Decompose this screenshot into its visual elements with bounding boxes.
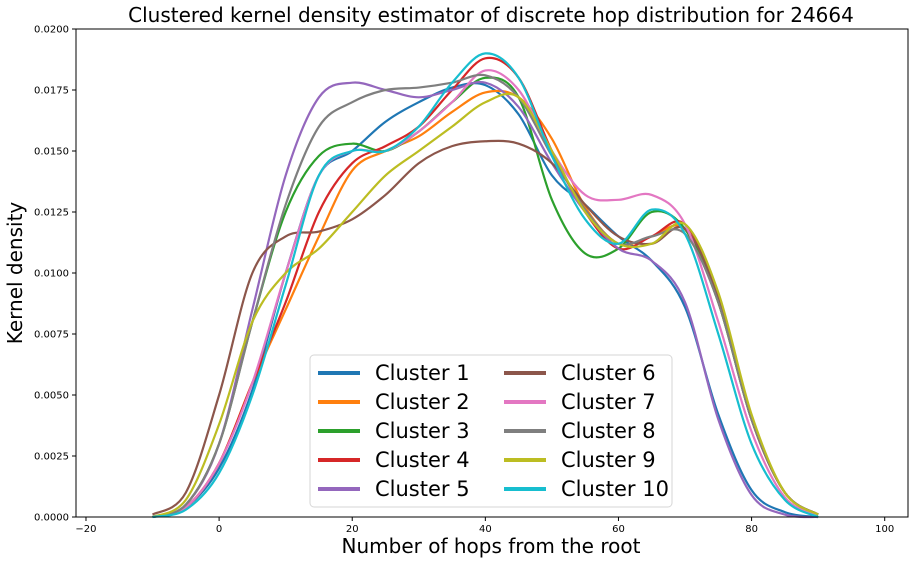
x-tick-label: 100: [875, 524, 894, 535]
chart-title: Clustered kernel density estimator of di…: [128, 3, 854, 27]
legend-item-cluster-9: Cluster 9: [504, 448, 656, 472]
y-tick-label: 0.0000: [34, 513, 69, 524]
legend-label: Cluster 6: [561, 361, 656, 385]
series-group: [151, 52, 819, 519]
legend-label: Cluster 3: [375, 419, 470, 443]
legend-item-cluster-7: Cluster 7: [504, 390, 656, 414]
legend-item-cluster-1: Cluster 1: [318, 361, 470, 385]
y-tick-label: 0.0200: [34, 25, 69, 36]
series-line-cluster-10: [152, 52, 819, 519]
x-tick-label: 40: [479, 524, 492, 535]
x-axis-label: Number of hops from the root: [342, 534, 641, 558]
y-tick-label: 0.0175: [34, 86, 69, 97]
legend-label: Cluster 8: [561, 419, 656, 443]
legend-item-cluster-5: Cluster 5: [318, 477, 470, 501]
y-axis-label: Kernel density: [3, 202, 27, 345]
x-tick-label: 20: [346, 524, 359, 535]
y-axis: 0.0000 0.0025 0.0050 0.0075 0.0100 0.0125 0.01…: [34, 25, 76, 524]
y-tick-label: 0.0150: [34, 147, 69, 158]
legend-item-cluster-3: Cluster 3: [318, 419, 470, 443]
series-line-cluster-9: [152, 92, 819, 519]
legend-label: Cluster 10: [561, 477, 669, 501]
legend-label: Cluster 7: [561, 390, 656, 414]
series-line-cluster-7: [152, 69, 819, 519]
legend-box: [309, 354, 673, 508]
x-tick-label: 0: [216, 524, 222, 535]
x-tick-label: 80: [745, 524, 758, 535]
y-tick-label: 0.0125: [34, 208, 69, 219]
legend-label: Cluster 4: [375, 448, 470, 472]
legend-item-cluster-10: Cluster 10: [504, 477, 669, 501]
legend-item-cluster-6: Cluster 6: [504, 361, 656, 385]
x-tick-label: −20: [75, 524, 96, 535]
legend-label: Cluster 9: [561, 448, 656, 472]
x-tick-label: 60: [612, 524, 625, 535]
x-axis: −20 0 20 40 60 80 100: [75, 517, 894, 535]
legend-label: Cluster 2: [375, 390, 470, 414]
legend-item-cluster-8: Cluster 8: [504, 419, 656, 443]
y-tick-label: 0.0100: [34, 269, 69, 280]
legend-item-cluster-4: Cluster 4: [318, 448, 470, 472]
legend-label: Cluster 5: [375, 477, 470, 501]
legend: Cluster 1 Cluster 2 Cluster 3 Cluster 4 Clus…: [309, 354, 673, 508]
series-line-cluster-5: [152, 80, 819, 519]
legend-label: Cluster 1: [375, 361, 470, 385]
series-line-cluster-6: [151, 139, 819, 516]
y-tick-label: 0.0075: [34, 330, 69, 341]
legend-item-cluster-2: Cluster 2: [318, 390, 470, 414]
y-tick-label: 0.0025: [34, 452, 69, 463]
y-tick-label: 0.0050: [34, 391, 69, 402]
